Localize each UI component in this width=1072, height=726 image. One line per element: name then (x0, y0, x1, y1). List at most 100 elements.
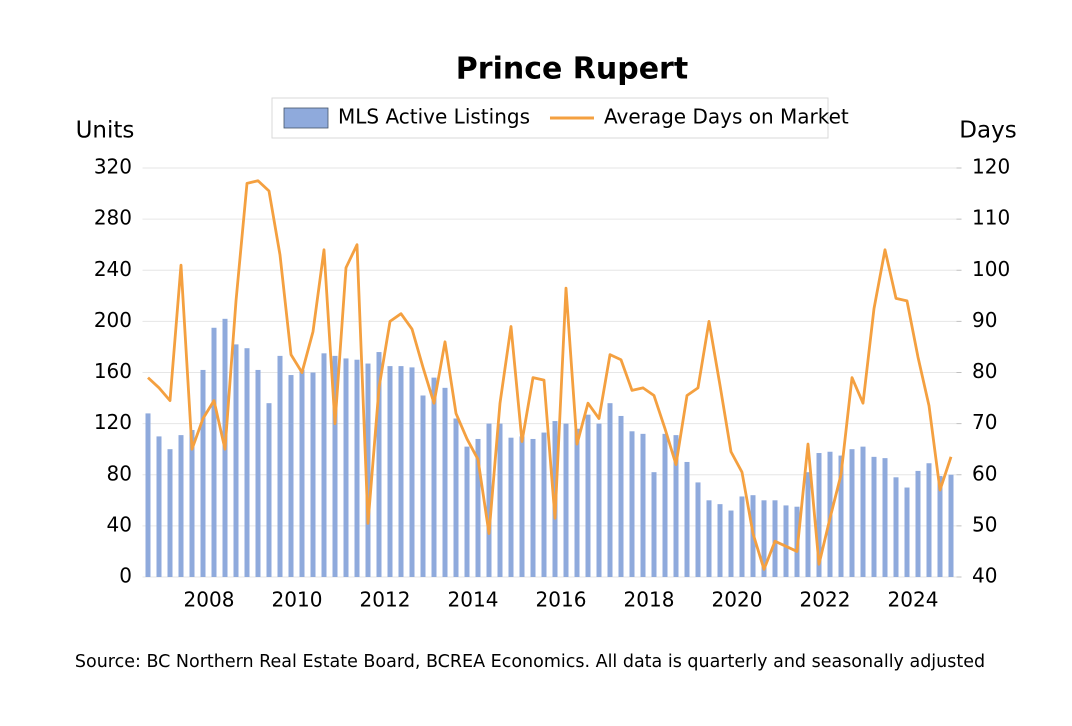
bar (684, 461, 690, 577)
bar (871, 456, 877, 577)
bar (398, 366, 404, 577)
bar (629, 431, 635, 577)
y2-tick-label: 40 (972, 564, 997, 588)
x-tick-label: 2014 (448, 588, 499, 612)
bar (442, 387, 448, 577)
bar (662, 433, 668, 577)
bar (585, 414, 591, 577)
bar (508, 437, 514, 577)
y2-tick-label: 50 (972, 512, 997, 536)
y2-tick-label: 100 (972, 257, 1010, 281)
bar (761, 500, 767, 577)
y-tick-label: 200 (94, 308, 132, 332)
legend-label: MLS Active Listings (338, 105, 530, 129)
x-tick-label: 2022 (800, 588, 851, 612)
bar (519, 436, 525, 577)
bar (882, 458, 888, 577)
bar (310, 372, 316, 577)
bar (387, 366, 393, 577)
bar (409, 367, 415, 577)
bar (618, 415, 624, 577)
x-tick-label: 2016 (536, 588, 587, 612)
y2-tick-label: 90 (972, 308, 997, 332)
bar (255, 369, 261, 577)
bar (200, 369, 206, 577)
bar (475, 438, 481, 577)
bar (717, 504, 723, 577)
bar (904, 487, 910, 577)
line (147, 179, 953, 571)
y-tick-label: 0 (119, 564, 132, 588)
bar (893, 477, 899, 577)
bar (695, 482, 701, 577)
y-tick-label: 240 (94, 257, 132, 281)
legend-swatch (283, 107, 329, 129)
y-tick-label: 120 (94, 410, 132, 434)
bar (431, 377, 437, 577)
bar (354, 359, 360, 577)
bar (244, 348, 250, 577)
bar (860, 446, 866, 577)
y2-tick-label: 80 (972, 359, 997, 383)
bar (816, 453, 822, 577)
y-tick-label: 320 (94, 155, 132, 179)
bar (574, 428, 580, 577)
bar (926, 463, 932, 577)
bar (530, 438, 536, 577)
bar (211, 327, 217, 577)
bar (497, 423, 503, 577)
bar (420, 395, 426, 577)
bar (277, 355, 283, 577)
bar (167, 449, 173, 577)
bar (178, 435, 184, 577)
bar (453, 418, 459, 577)
bar (915, 470, 921, 577)
bar (805, 472, 811, 577)
bar (607, 403, 613, 577)
bar (838, 455, 844, 577)
bar (772, 500, 778, 577)
bar (332, 355, 338, 577)
bar (189, 430, 195, 577)
y-tick-label: 80 (107, 461, 132, 485)
x-tick-label: 2018 (624, 588, 675, 612)
y-axis-label: Units (76, 118, 135, 144)
bar (321, 353, 327, 577)
bar (596, 423, 602, 577)
bar (233, 344, 239, 577)
chart-title: Prince Rupert (456, 52, 688, 87)
y-tick-label: 40 (107, 512, 132, 536)
bar (343, 358, 349, 577)
bar (288, 375, 294, 577)
y2-axis-label: Days (959, 118, 1016, 144)
y2-tick-label: 120 (972, 155, 1010, 179)
bar (673, 435, 679, 577)
bar (486, 423, 492, 577)
x-tick-label: 2010 (272, 588, 323, 612)
y2-tick-label: 110 (972, 206, 1010, 230)
bar (541, 432, 547, 577)
bar (145, 413, 151, 577)
x-tick-label: 2012 (360, 588, 411, 612)
x-tick-label: 2008 (184, 588, 235, 612)
bar (365, 363, 371, 577)
y-tick-label: 280 (94, 206, 132, 230)
bar (728, 510, 734, 577)
bar (376, 352, 382, 577)
x-tick-label: 2020 (712, 588, 763, 612)
bar (849, 449, 855, 577)
source-note: Source: BC Northern Real Estate Board, B… (75, 652, 985, 672)
bar (937, 476, 943, 577)
bar (948, 474, 954, 577)
legend-label: Average Days on Market (604, 105, 849, 129)
bar (739, 496, 745, 577)
bar (640, 433, 646, 577)
y2-tick-label: 60 (972, 461, 997, 485)
bar (651, 472, 657, 577)
bar (706, 500, 712, 577)
bar (156, 436, 162, 577)
bar (464, 446, 470, 577)
y2-tick-label: 70 (972, 410, 997, 434)
bar (783, 505, 789, 577)
